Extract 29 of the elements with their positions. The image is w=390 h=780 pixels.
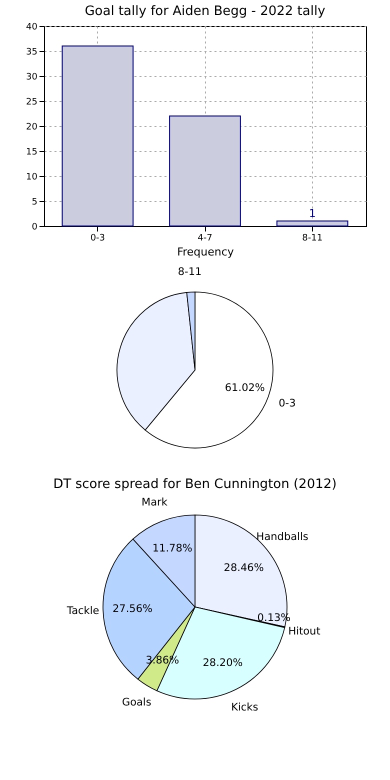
data-label: 27.56% (112, 603, 153, 616)
data-label: 28.46% (224, 562, 264, 574)
chart-title: Goal tally for Aiden Begg - 2022 tally (84, 4, 326, 19)
x-tick-label: 8-11 (302, 234, 322, 244)
y-tick-label: 40 (26, 22, 38, 32)
y-tick-label: 15 (26, 148, 37, 158)
x-tick-label: 4-7 (197, 234, 212, 244)
x-tick-label: 0-3 (90, 234, 105, 244)
y-tick-label: 25 (26, 98, 37, 108)
data-label: 11.78% (152, 542, 192, 555)
data-label: 28.20% (202, 657, 243, 670)
slice-label: 0-3 (278, 397, 296, 410)
x-axis-title: Frequency (176, 246, 234, 258)
y-tick-label: 0 (31, 222, 38, 232)
y-tick-label: 20 (26, 122, 38, 132)
y-tick-label: 10 (26, 172, 38, 182)
data-label: 1 (308, 207, 316, 220)
data-label: 61.02% (224, 382, 265, 394)
slice-label: Handballs (256, 530, 308, 543)
chart-title: DT score spread for Ben Cunnington (2012) (53, 477, 337, 492)
slice-label: Kicks (231, 701, 258, 714)
y-tick-label: 5 (31, 198, 37, 208)
slice-label: Goals (122, 696, 152, 709)
slice-label: 8-11 (178, 266, 202, 278)
slice-label: Hitout (288, 626, 320, 638)
y-tick-label: 35 (26, 48, 37, 58)
y-tick-label: 30 (26, 72, 38, 82)
slice-label: Tackle (66, 604, 100, 617)
slice-label: Mark (142, 496, 168, 509)
